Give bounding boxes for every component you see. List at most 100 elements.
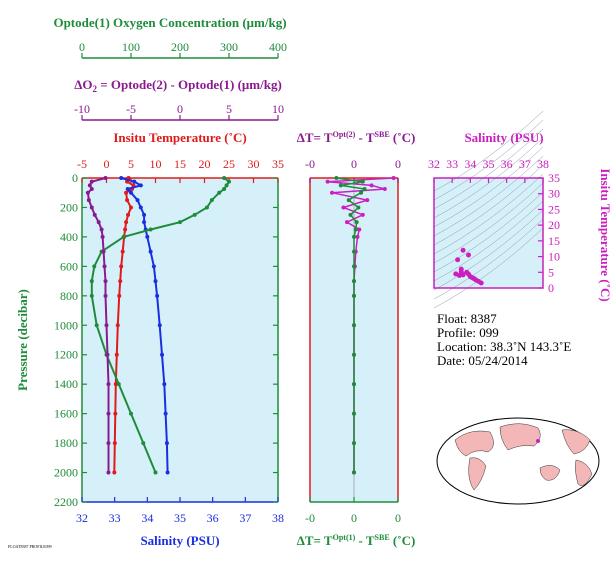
temperature-point	[125, 198, 130, 203]
delta-t-point	[352, 234, 356, 239]
delta-o2-tick-label: 0	[177, 102, 183, 116]
temperature-tick-label: 20	[199, 157, 211, 171]
ts-x-tick-label: 33	[446, 157, 458, 171]
oxygen-point	[222, 176, 227, 180]
density-contour	[433, 200, 544, 282]
ts-y-tick-label: 20	[548, 218, 560, 232]
delta-t-point	[352, 352, 356, 357]
delta-o2-tick-label: 10	[272, 102, 284, 116]
delta_o2-point	[104, 323, 109, 328]
temperature-point	[126, 212, 131, 217]
oxygen-tick-label: 100	[122, 40, 140, 54]
delta-t-point	[344, 220, 349, 225]
salinity-point	[145, 234, 150, 239]
delta-t-top-label: ΔT= TOpt(2) - TSBE (˚C)	[297, 130, 416, 145]
delta_o2-point	[86, 198, 91, 203]
density-contour	[433, 164, 544, 246]
delta-t-point	[357, 227, 362, 232]
temperature-point	[123, 227, 128, 232]
profile-number: Profile: 099	[437, 325, 499, 340]
density-contour	[433, 110, 544, 192]
delta_o2-point	[106, 382, 111, 387]
ts-point	[460, 272, 466, 278]
oxygen-point	[209, 198, 214, 203]
delta-t-bottom-tick-label: 0	[395, 511, 401, 525]
pressure-tick-label: 0	[72, 171, 78, 185]
temperature-point	[119, 264, 124, 269]
ts-y-tick-label: 0	[548, 281, 554, 295]
delta-t-point	[348, 212, 353, 217]
ts-point	[478, 280, 484, 286]
pressure-tick-label: 1400	[54, 377, 78, 391]
density-contour	[433, 146, 544, 228]
salinity-tick-label: 36	[207, 511, 219, 525]
temperature-tick-label: 15	[174, 157, 186, 171]
pressure-tick-label: 1800	[54, 436, 78, 450]
delta-t-point	[353, 227, 358, 232]
delta_o2-point	[105, 352, 110, 357]
temperature-point	[120, 249, 125, 254]
ts-panel: Salinity (PSU) 32 33 34 35 36 37 3805101520253…	[428, 110, 613, 309]
ts-x-tick-label: 34	[464, 157, 476, 171]
delta-t-point	[325, 179, 330, 184]
density-contour	[433, 182, 544, 264]
oxygen-tick-label: 300	[220, 40, 238, 54]
salinity-point	[142, 212, 147, 217]
salinity-point	[151, 264, 156, 269]
delta-t-panel: ΔT= TOpt(2) - TSBE (˚C) -0 0 0 -0 0 0 ΔT= TOp…	[297, 130, 416, 548]
delta_o2-point	[92, 212, 97, 217]
profile-plot-area	[82, 178, 278, 502]
oxygen-point	[89, 293, 94, 298]
oxygen-point	[148, 227, 153, 232]
delta-t-point	[391, 176, 396, 180]
ts-point	[460, 247, 466, 253]
salinity-point	[138, 183, 143, 188]
delta_o2-point	[85, 190, 90, 195]
world-map	[436, 417, 600, 505]
pressure-tick-label: 1000	[54, 318, 78, 332]
temperature-tick-label: -5	[77, 157, 87, 171]
density-contour	[433, 137, 544, 219]
salinity-point	[119, 176, 124, 180]
delta-o2-axis: ΔO2 = Optode(2) - Optode(1) (μm/kg) -10 -…	[74, 77, 284, 121]
salinity-tick-label: 32	[76, 511, 88, 525]
delta-t-bottom-label: ΔT= TOpt(1) - TSBE (˚C)	[297, 533, 416, 548]
temperature-point	[115, 323, 120, 328]
delta_o2-point	[89, 205, 94, 210]
delta_o2-point	[89, 179, 94, 184]
delta_o2-point	[106, 441, 111, 446]
salinity-point	[138, 205, 143, 210]
delta-t-point	[352, 411, 356, 416]
ts-point	[455, 257, 461, 263]
delta-t-bottom-tick-label: -0	[305, 511, 315, 525]
ts-y-tick-label: 25	[548, 202, 560, 216]
ts-x-tick-label: 36	[501, 157, 513, 171]
delta-t-point	[356, 205, 361, 210]
profile-panel: Insitu Temperature (˚C) -5 0 5 10 15 20 25 30 35…	[8, 130, 284, 549]
delta-t-point	[360, 212, 365, 217]
oxygen-point	[217, 190, 222, 195]
salinity-tick-label: 38	[272, 511, 284, 525]
salinity-point	[162, 382, 167, 387]
density-contour	[433, 191, 544, 273]
delta-t-point	[360, 179, 365, 184]
date: Date: 05/24/2014	[437, 353, 528, 368]
temperature-tick-label: 30	[248, 157, 260, 171]
location: Location: 38.3˚N 143.3˚E	[437, 339, 571, 354]
delta-t-point	[362, 187, 367, 192]
salinity-tick-label: 35	[174, 511, 186, 525]
salinity-point	[125, 187, 130, 192]
temperature-point	[114, 352, 119, 357]
delta_o2-point	[99, 227, 104, 232]
delta_o2-point	[102, 264, 107, 269]
delta-t-point	[346, 198, 351, 203]
ts-x-tick-label: 38	[537, 157, 549, 171]
temperature-point	[124, 220, 129, 225]
temperature-point	[129, 205, 133, 210]
oxygen-point	[121, 234, 126, 239]
pressure-tick-label: 800	[60, 289, 78, 303]
temperature-point	[112, 470, 117, 475]
delta-o2-axis-title: ΔO2 = Optode(2) - Optode(1) (μm/kg)	[74, 77, 282, 94]
delta-t-point	[354, 220, 359, 225]
temperature-tick-label: 5	[128, 157, 134, 171]
